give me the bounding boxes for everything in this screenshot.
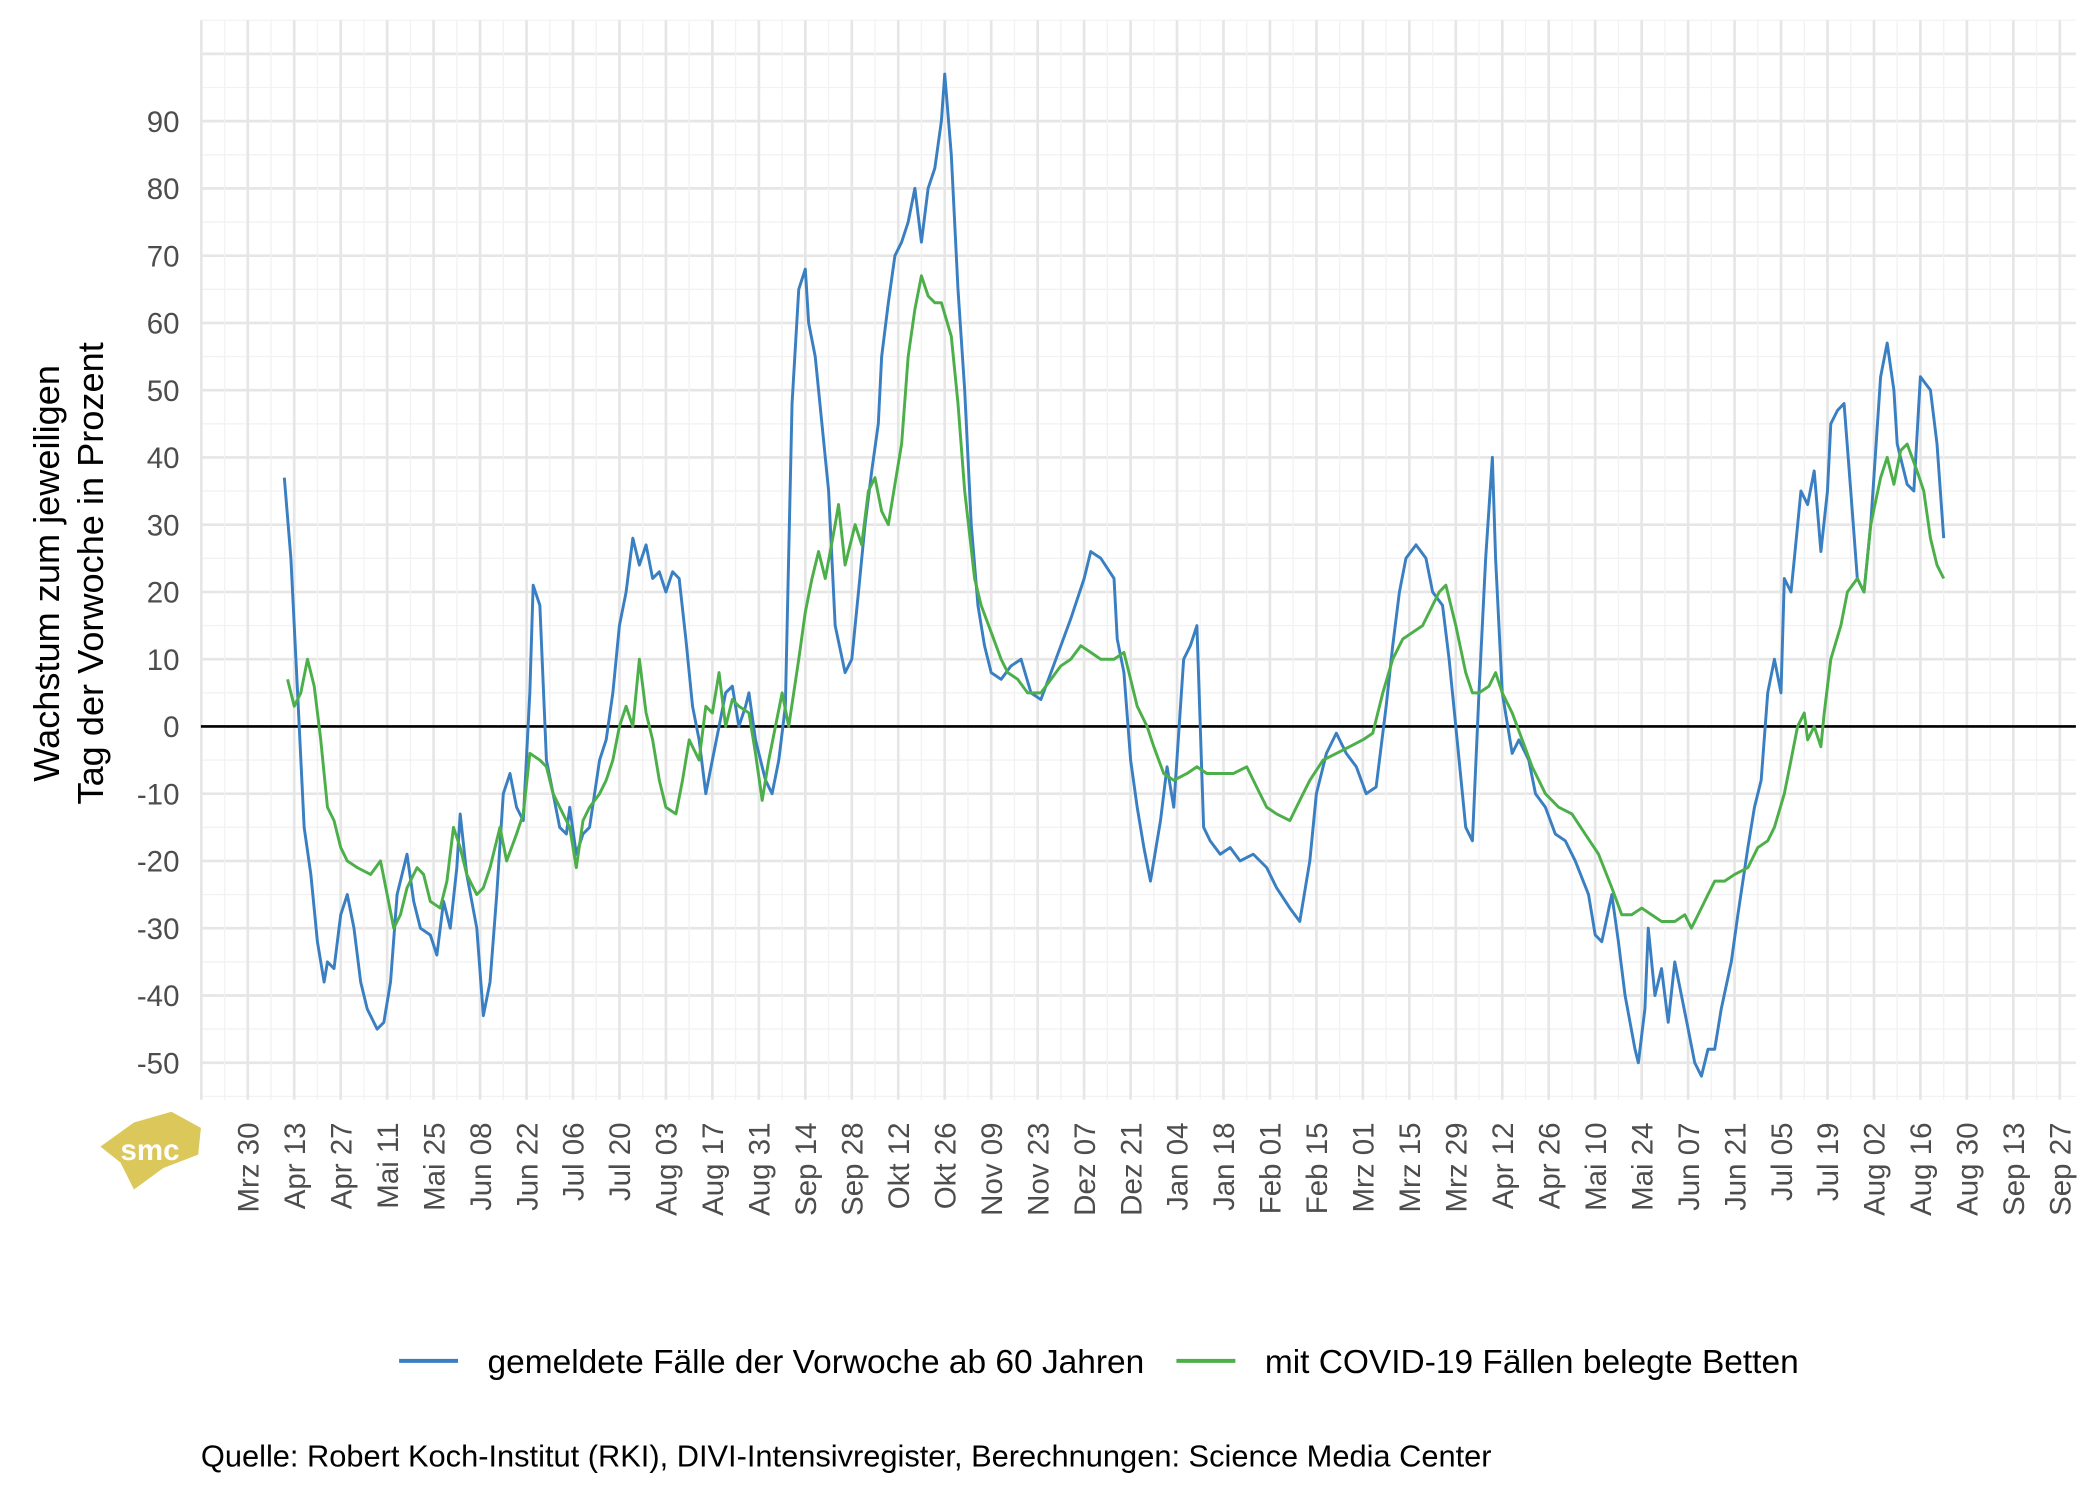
x-tick-label: Apr 27 xyxy=(325,1122,358,1209)
x-tick-label: Dez 07 xyxy=(1069,1122,1102,1215)
y-tick-label: 40 xyxy=(147,442,180,475)
x-tick-label: Mai 10 xyxy=(1580,1122,1613,1210)
x-tick-label: Apr 13 xyxy=(279,1122,312,1209)
y-tick-label: 10 xyxy=(147,644,180,677)
series-lines xyxy=(282,72,1946,1078)
x-tick-label: Mrz 30 xyxy=(232,1122,265,1212)
x-tick-label: Mrz 01 xyxy=(1348,1122,1381,1212)
y-tick-label: 0 xyxy=(163,711,179,744)
smc-logo: smc xyxy=(100,1111,201,1190)
x-tick-label: Jan 04 xyxy=(1162,1122,1195,1210)
x-tick-label: Okt 12 xyxy=(883,1122,916,1209)
y-tick-label: -10 xyxy=(137,778,180,811)
x-tick-label: Aug 30 xyxy=(1952,1122,1985,1215)
logo-shape xyxy=(100,1111,201,1190)
x-tick-label: Jun 22 xyxy=(511,1122,544,1210)
x-tick-label: Feb 01 xyxy=(1255,1122,1288,1214)
series-line-1 xyxy=(286,274,1946,930)
y-tick-label: 20 xyxy=(147,577,180,610)
x-tick-label: Sep 14 xyxy=(790,1122,823,1215)
y-tick-label: 30 xyxy=(147,509,180,542)
legend: gemeldete Fälle der Vorwoche ab 60 Jahre… xyxy=(399,1344,1799,1381)
x-tick-label: Sep 27 xyxy=(2045,1122,2078,1215)
x-tick-label: Jun 08 xyxy=(465,1122,498,1210)
x-tick-label: Sep 28 xyxy=(837,1122,870,1215)
y-tick-label: -30 xyxy=(137,913,180,946)
x-tick-label: Feb 15 xyxy=(1301,1122,1334,1214)
x-tick-label: Aug 31 xyxy=(744,1122,777,1215)
x-tick-label: Okt 26 xyxy=(929,1122,962,1209)
x-tick-label: Apr 12 xyxy=(1487,1122,1520,1209)
y-tick-label: -20 xyxy=(137,846,180,879)
legend-label-1: mit COVID-19 Fällen belegte Betten xyxy=(1265,1344,1799,1381)
y-tick-label: 50 xyxy=(147,375,180,408)
x-tick-label: Mai 24 xyxy=(1626,1122,1659,1210)
x-tick-label: Nov 09 xyxy=(976,1122,1009,1215)
y-tick-label: 90 xyxy=(147,106,180,139)
y-tick-label: 70 xyxy=(147,240,180,273)
y-tick-label: 60 xyxy=(147,308,180,341)
x-tick-label: Sep 13 xyxy=(1998,1122,2031,1215)
x-tick-label: Dez 21 xyxy=(1115,1122,1148,1215)
x-tick-label: Aug 17 xyxy=(697,1122,730,1215)
x-tick-label: Aug 02 xyxy=(1859,1122,1892,1215)
x-tick-label: Mai 25 xyxy=(418,1122,451,1210)
x-tick-label: Mrz 29 xyxy=(1441,1122,1474,1212)
x-tick-label: Aug 03 xyxy=(651,1122,684,1215)
x-tick-label: Jun 21 xyxy=(1719,1122,1752,1210)
x-tick-label: Aug 16 xyxy=(1905,1122,1938,1215)
legend-label-0: gemeldete Fälle der Vorwoche ab 60 Jahre… xyxy=(488,1344,1145,1381)
y-tick-label: -50 xyxy=(137,1047,180,1080)
y-axis-ticks: -50 -40 -30 -20 -10 0 10 20 30 40 50 60 70 80 90 xyxy=(137,106,180,1081)
x-tick-label: Mai 11 xyxy=(372,1122,405,1208)
y-tick-label: 80 xyxy=(147,173,180,206)
x-tick-label: Jun 07 xyxy=(1673,1122,1706,1210)
x-tick-label: Jul 19 xyxy=(1812,1122,1845,1201)
caption: Quelle: Robert Koch-Institut (RKI), DIVI… xyxy=(201,1439,1492,1474)
x-tick-label: Jul 06 xyxy=(558,1122,591,1201)
x-tick-label: Jan 18 xyxy=(1208,1122,1241,1210)
logo-text: smc xyxy=(121,1134,180,1167)
x-axis-ticks: Mrz 30 Apr 13 Apr 27 Mai 11 Mai 25 Jun 08 Jun … xyxy=(232,1122,2077,1215)
x-tick-label: Mrz 15 xyxy=(1394,1122,1427,1212)
x-tick-label: Nov 23 xyxy=(1022,1122,1055,1215)
x-tick-label: Jul 05 xyxy=(1766,1122,1799,1201)
y-axis-title-line-1: Wachstum zum jeweiligen xyxy=(26,365,67,782)
series-line-0 xyxy=(282,72,1946,1078)
y-axis-title: Wachstum zum jeweiligen Tag der Vorwoche… xyxy=(26,342,111,804)
y-axis-title-line-2: Tag der Vorwoche in Prozent xyxy=(70,342,111,804)
x-tick-label: Jul 20 xyxy=(604,1122,637,1201)
y-tick-label: -40 xyxy=(137,980,180,1013)
x-tick-label: Apr 26 xyxy=(1533,1122,1566,1209)
